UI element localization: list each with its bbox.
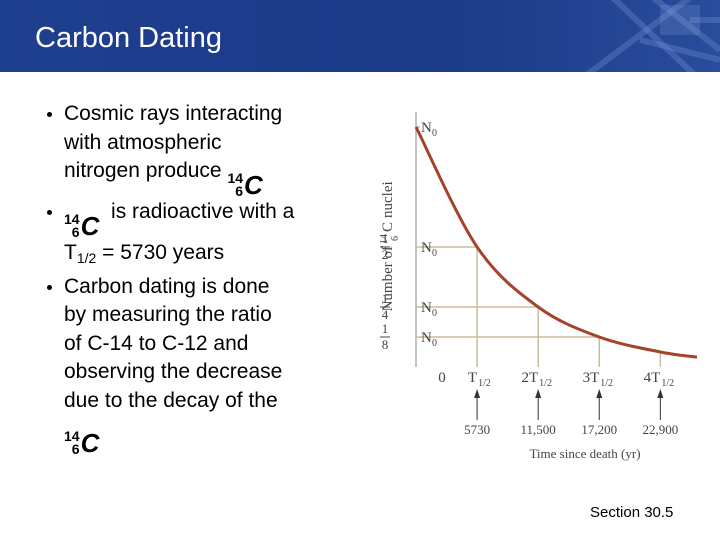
y-tick-subscript: 0 — [432, 128, 437, 139]
year-label: 5730 — [464, 422, 490, 437]
x-tick-subscript: 1/2 — [539, 378, 552, 389]
x-tick-label: 2T — [522, 370, 539, 386]
mass-number: 14 — [64, 428, 80, 444]
header-decoration — [585, 0, 720, 72]
year-label: 11,500 — [521, 422, 556, 437]
mass-number: 14 — [227, 170, 244, 186]
section-label: Section 30.5 — [590, 504, 674, 521]
y-tick-subscript: 0 — [432, 248, 437, 259]
arrow-head — [657, 389, 664, 398]
x-axis-label: Time since death (yr) — [529, 446, 640, 461]
y-tick-label: N — [421, 300, 432, 316]
text: nitrogen produce — [64, 159, 228, 182]
text-line: of C-14 to C-12 and — [64, 330, 394, 359]
y-tick-label: N — [421, 240, 432, 256]
text-line: 14 6 C — [64, 415, 394, 456]
year-label: 17,200 — [581, 422, 617, 437]
fraction-denominator: 8 — [382, 337, 389, 352]
text: Cosmic rays interacting — [64, 102, 283, 125]
fraction-numerator: 1 — [382, 321, 389, 336]
y-tick-label: N — [421, 330, 432, 346]
mass-number: 14 — [64, 211, 80, 227]
text: is radioactive with a — [99, 200, 295, 223]
y-tick-subscript: 0 — [432, 308, 437, 319]
y-label-symbol: C — [380, 222, 396, 232]
y-tick-label: N — [421, 120, 432, 136]
x-tick-subscript: 1/2 — [661, 378, 674, 389]
arrow-head — [535, 389, 542, 398]
text-line: by measuring the ratio — [64, 301, 394, 330]
text: with atmospheric — [64, 130, 222, 154]
text: observing the decrease — [64, 360, 283, 383]
isotope-numbers: 146 — [64, 211, 80, 240]
x-tick-subscript: 1/2 — [600, 378, 613, 389]
text-line: Cosmic rays interacting — [64, 100, 394, 129]
element-symbol: C — [244, 170, 263, 200]
y-label-mass: 14 — [379, 234, 390, 244]
year-label: 22,900 — [642, 422, 678, 437]
fraction-numerator: 1 — [382, 291, 389, 306]
atomic-number: 6 — [71, 441, 80, 457]
atomic-number: 6 — [71, 224, 80, 240]
text-line: nitrogen produce 14 6 C — [64, 157, 394, 198]
x-tick-label: 4T — [644, 370, 661, 386]
element-symbol: C — [80, 211, 100, 241]
bullet: Carbon dating is done by measuring the ra… — [64, 273, 394, 457]
y-label-text: nuclei — [380, 181, 396, 218]
arrow-head — [474, 389, 481, 398]
text: T — [64, 241, 77, 264]
fraction-denominator: 2 — [382, 247, 389, 262]
y-tick-subscript: 0 — [432, 338, 437, 349]
text-line: Carbon dating is done — [64, 273, 394, 302]
text: = 5730 years — [96, 241, 225, 264]
bullet: Cosmic rays interacting with atmospheric n… — [64, 100, 394, 198]
arrow-head — [596, 389, 603, 398]
x-tick-label: 3T — [583, 370, 600, 386]
decay-curve — [414, 126, 698, 359]
text: due to the decay of the — [64, 388, 278, 412]
text: Carbon dating is done — [64, 274, 270, 298]
subscript: 1/2 — [76, 250, 97, 266]
y-label-text: Number of — [380, 246, 396, 311]
text-line: T1/2 = 5730 years — [64, 239, 394, 273]
fraction-denominator: 4 — [382, 307, 389, 322]
x-tick-label: T — [468, 370, 477, 386]
y-label-z: 6 — [390, 236, 401, 241]
text: of C-14 to C-12 and — [64, 331, 249, 355]
text-line: observing the decrease — [64, 358, 394, 387]
fraction-numerator: 1 — [382, 231, 389, 246]
header-bar: Carbon Dating — [0, 0, 720, 72]
text-line: due to the decay of the — [64, 387, 394, 416]
slide-title: Carbon Dating — [35, 22, 222, 54]
atomic-number: 6 — [235, 183, 244, 199]
bullet-list: Cosmic rays interacting with atmospheric n… — [28, 100, 394, 456]
element-symbol: C — [80, 428, 100, 458]
text-line: with atmospheric — [64, 129, 394, 158]
x-tick-label: 0 — [438, 370, 446, 386]
x-tick-subscript: 1/2 — [478, 378, 491, 389]
text: by measuring the ratio — [64, 303, 272, 326]
